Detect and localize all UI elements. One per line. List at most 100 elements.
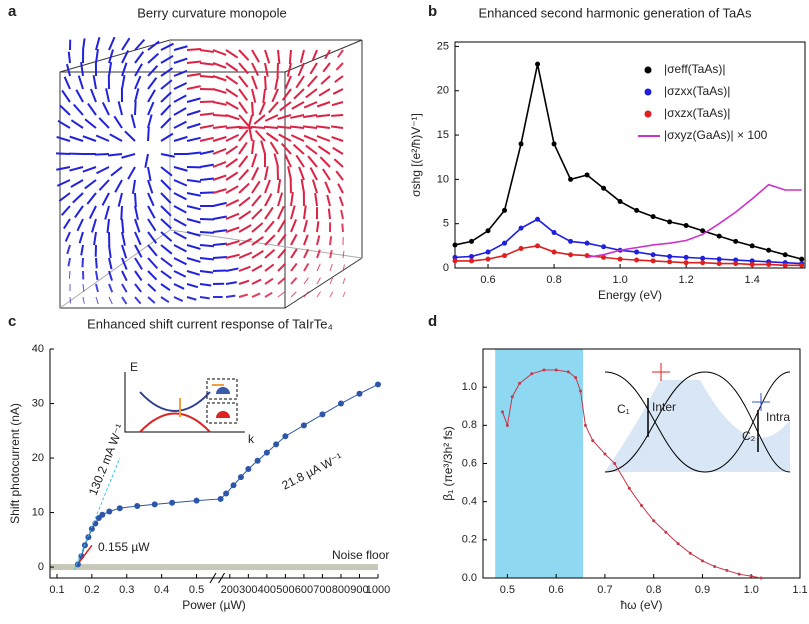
y-axis-label: σshg [(e²/ħ)V⁻¹] [409,113,423,197]
field-arrow [213,217,227,219]
x-tick-label: 0.8 [546,274,561,286]
field-arrow [60,105,70,115]
data-point [535,217,540,222]
x-tick-label: 0.1 [49,584,64,596]
field-arrow [226,50,238,58]
field-arrow [239,211,251,219]
field-arrow [135,101,136,115]
data-point [640,504,643,507]
field-arrow [73,193,83,203]
x-tick-label: 1.0 [744,584,759,596]
panel-label: b [428,3,437,20]
field-arrow [343,278,345,284]
data-point [591,439,594,442]
field-arrow [200,125,214,128]
field-arrow [148,90,155,102]
field-arrow [161,44,173,50]
field-arrow [213,63,226,68]
field-arrow [311,168,317,180]
field-arrow [226,296,235,297]
chart-title: Enhanced shift current response of TaIrT… [87,316,333,331]
data-point [713,565,716,568]
field-arrow [317,278,320,284]
data-point [552,230,557,235]
field-arrow [226,186,238,193]
x-axis-label: Power (µW) [182,598,246,612]
data-point [117,505,123,511]
data-point [535,243,540,248]
field-arrow [333,148,343,154]
data-point [255,458,261,464]
field-arrow [265,221,274,232]
field-arrow [310,63,317,74]
field-arrow [96,37,99,50]
field-arrow [115,180,122,192]
field-arrow [226,241,239,245]
field-arrow [187,111,200,115]
field-arrow [294,145,304,154]
field-arrow [68,258,70,266]
field-arrow [226,172,238,180]
field-arrow [267,133,278,141]
field-arrow [264,127,278,128]
field-arrow [174,219,186,226]
field-arrow [260,102,265,115]
field-arrow [174,83,187,89]
field-arrow [135,206,138,220]
field-arrow [265,279,273,284]
inset-band-diagram [125,372,245,432]
field-arrow [213,270,226,271]
data-line [587,185,802,258]
field-arrow [70,137,83,141]
data-point [264,450,270,456]
field-arrow [161,284,170,290]
field-arrow [187,49,201,50]
field-arrow [252,102,253,116]
field-arrow [111,167,122,176]
data-point [651,252,656,257]
field-arrow [331,126,343,128]
x-tick-label: 1.4 [745,274,760,286]
y-tick-label: 25 [437,40,449,52]
field-arrow [226,89,238,97]
field-arrow [271,142,278,154]
field-arrow [334,159,343,167]
data-point [618,257,623,262]
data-point [542,368,545,371]
field-arrow [330,264,332,271]
field-arrow [308,156,317,167]
field-arrow [96,258,97,268]
data-point [766,262,771,267]
field-arrow [74,104,83,115]
data-point [75,561,81,567]
field-arrow [321,76,330,84]
field-arrow [252,76,257,89]
field-arrow [239,89,247,100]
field-arrow [174,271,186,277]
field-arrow [291,135,304,141]
field-arrow [135,297,141,304]
field-arrow [148,102,154,115]
field-arrow [252,195,261,206]
field-arrow [161,258,172,267]
field-arrow [306,89,317,97]
field-arrow [239,294,248,297]
data-point [518,382,521,385]
field-arrow [278,220,285,232]
field-arrow [107,219,109,233]
field-arrow [265,115,278,121]
field-arrow [200,101,214,102]
x-tick-label: 700 [313,584,331,596]
field-arrow [302,179,304,193]
field-arrow [57,137,70,141]
field-arrow [330,236,331,245]
field-arrow [296,76,304,88]
panel-label: a [8,3,17,20]
field-arrow [174,206,186,213]
inset-label: C₁ [617,402,630,416]
field-arrow [291,278,297,284]
x-tick-label: 600 [295,584,313,596]
field-arrow [226,268,238,271]
field-arrow [174,137,187,141]
